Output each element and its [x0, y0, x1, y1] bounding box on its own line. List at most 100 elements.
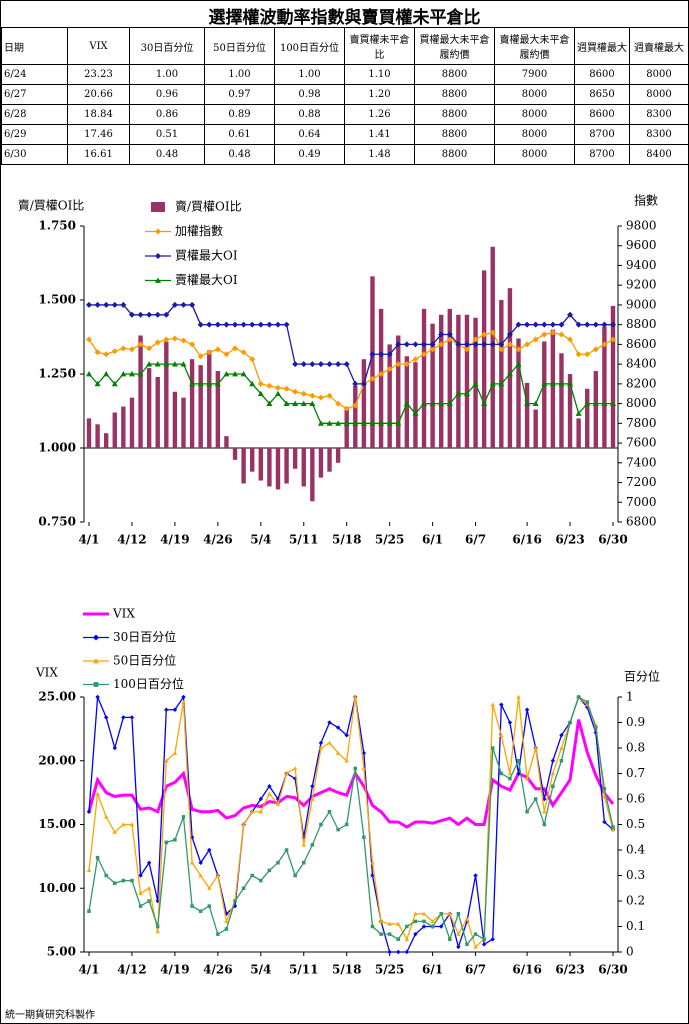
bar [146, 368, 152, 448]
marker [335, 750, 341, 755]
marker [396, 937, 401, 942]
marker [421, 924, 427, 929]
marker [224, 919, 229, 924]
marker [541, 321, 548, 328]
marker [189, 380, 196, 387]
header-row: 日期 VIX 30日百分位 50日百分位 100日百分位 賣買權未平倉比 買權最大未平倉履約… [1, 27, 688, 65]
marker [575, 410, 582, 416]
marker [250, 809, 255, 814]
marker [549, 321, 556, 328]
bar [361, 359, 367, 448]
marker [128, 371, 135, 377]
marker [137, 311, 144, 318]
marker [463, 346, 470, 353]
marker [353, 766, 358, 771]
marker [257, 390, 264, 397]
legend-label: VIX [112, 607, 135, 621]
bar [602, 326, 607, 448]
cell: 賣權最大未平倉履約價 [494, 27, 575, 65]
marker [481, 331, 488, 338]
marker [438, 331, 445, 338]
y2-tick-label: 7800 [626, 416, 657, 430]
marker [344, 733, 349, 738]
row: 6/29 17.46 0.51 0.61 0.64 1.41 8800 8000 8700 830… [1, 124, 688, 145]
marker [283, 321, 290, 328]
marker [584, 351, 591, 358]
marker [164, 840, 169, 845]
line [87, 719, 615, 829]
cell: 0.49 [274, 144, 345, 165]
marker [369, 351, 376, 358]
bar [507, 288, 513, 448]
y2-tick-label: 0.7 [626, 766, 645, 780]
bar [189, 359, 195, 448]
bar [275, 448, 281, 490]
x-tick-label: 6/16 [512, 533, 541, 547]
marker [499, 771, 504, 776]
marker [103, 715, 109, 720]
marker [267, 791, 272, 796]
marker [154, 311, 161, 318]
marker [455, 390, 462, 397]
marker [403, 361, 410, 368]
bar [241, 448, 246, 484]
marker [128, 311, 135, 318]
marker [266, 382, 273, 389]
marker [515, 321, 522, 328]
bar [292, 448, 298, 469]
marker [602, 794, 607, 799]
marker [198, 860, 203, 865]
marker [429, 400, 436, 406]
marker [610, 400, 616, 406]
marker [489, 341, 496, 348]
marker [93, 682, 99, 687]
bar [250, 448, 255, 472]
y2-tick-label: 6800 [626, 515, 657, 529]
marker [335, 400, 342, 407]
marker [95, 694, 100, 700]
marker [516, 758, 521, 763]
y-tick-label: 20.00 [38, 753, 76, 767]
marker [524, 707, 530, 712]
marker [378, 371, 385, 377]
marker [430, 919, 435, 924]
marker [395, 420, 402, 426]
marker [301, 842, 306, 847]
bar [95, 424, 100, 448]
y2-tick-label: 8800 [626, 317, 657, 331]
marker [198, 873, 203, 878]
marker [155, 929, 160, 934]
marker [190, 904, 194, 908]
y-tick-label: 1.750 [38, 219, 76, 233]
marker [499, 702, 504, 707]
marker [86, 336, 92, 343]
marker [506, 371, 513, 377]
marker [584, 400, 591, 406]
marker [344, 822, 349, 827]
marker [413, 931, 418, 937]
bar [378, 308, 384, 448]
marker [370, 860, 375, 865]
title: 選擇權波動率指數與賣買權未平倉比 [208, 8, 481, 28]
marker [214, 346, 221, 353]
bar [155, 376, 160, 448]
y2-tick-label: 0.8 [626, 741, 645, 755]
marker [490, 702, 495, 707]
line [88, 695, 614, 953]
marker [335, 361, 342, 368]
marker [258, 796, 264, 802]
marker [446, 331, 453, 338]
marker [532, 321, 539, 328]
marker [446, 400, 453, 406]
bar [138, 335, 143, 448]
marker [524, 776, 530, 781]
legend-swatch [151, 202, 165, 212]
y2-axis-label: 百分位 [624, 669, 660, 684]
marker [463, 390, 470, 397]
marker [395, 361, 402, 368]
marker [584, 321, 591, 328]
marker [147, 899, 151, 903]
marker [172, 707, 178, 712]
bar [353, 385, 358, 448]
marker [197, 353, 204, 360]
